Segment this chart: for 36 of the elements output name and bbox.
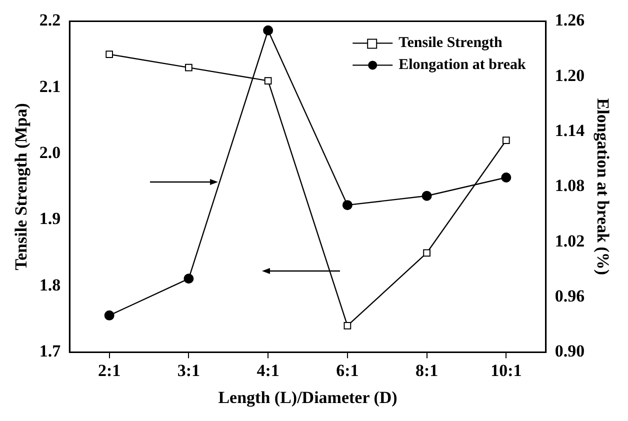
point	[344, 322, 352, 330]
x-tick-label: 2:1	[98, 360, 121, 380]
point	[106, 50, 114, 58]
y-tick-label: 1.8	[39, 275, 61, 294]
y2-axis-title: Elongation at break (%)	[593, 98, 612, 276]
point	[501, 172, 512, 183]
x-axis-title: Length (L)/Diameter (D)	[218, 388, 398, 408]
legend-label: Tensile Strength	[398, 35, 504, 52]
y-axis-title: Tensile Strength (Mpa)	[12, 103, 31, 270]
y2-tick-label: 1.26	[554, 10, 585, 30]
point	[263, 25, 274, 36]
y2-tick-label: 1.02	[554, 231, 585, 250]
y2-tick-label: 1.14	[554, 120, 586, 140]
y-tick-label: 2.2	[39, 10, 61, 30]
y-tick-label: 2.0	[39, 142, 61, 162]
point	[342, 200, 352, 210]
y2-tick-label: 1.20	[554, 66, 585, 85]
point	[184, 274, 194, 284]
y-tick-label: 2.1	[39, 76, 61, 96]
y2-tick-label: 0.96	[554, 286, 585, 306]
y2-tick-label: 0.90	[554, 342, 585, 361]
x-tick-label: 10:1	[490, 360, 522, 380]
point	[423, 249, 430, 257]
legend-label: Elongation at break	[398, 57, 527, 74]
point	[104, 310, 114, 320]
x-tick-label: 3:1	[177, 360, 200, 380]
x-tick-label: 4:1	[256, 360, 280, 380]
x-tick-label: 6:1	[336, 360, 359, 380]
point	[264, 77, 272, 84]
x-tick-label: 8:1	[415, 360, 438, 380]
y-tick-label: 1.7	[39, 342, 62, 361]
y-tick-label: 1.9	[39, 209, 61, 228]
y2-tick-label: 1.08	[554, 176, 585, 196]
point	[502, 136, 510, 144]
point	[422, 190, 432, 201]
point	[185, 64, 192, 72]
